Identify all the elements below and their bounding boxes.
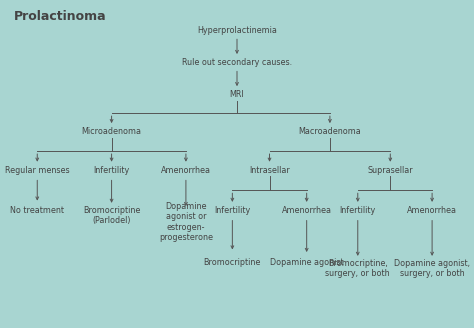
Text: Bromocriptine,
surgery, or both: Bromocriptine, surgery, or both (326, 259, 390, 278)
Text: Microadenoma: Microadenoma (82, 127, 142, 136)
Text: Rule out secondary causes.: Rule out secondary causes. (182, 58, 292, 67)
Text: Dopamine agonist: Dopamine agonist (270, 257, 344, 267)
Text: Infertility: Infertility (93, 166, 130, 175)
Text: Infertility: Infertility (214, 206, 250, 215)
Text: Amenorrhea: Amenorrhea (282, 206, 332, 215)
Text: Suprasellar: Suprasellar (367, 166, 413, 175)
Text: Intrasellar: Intrasellar (249, 166, 290, 175)
Text: Amenorrhea: Amenorrhea (161, 166, 211, 175)
Text: Prolactinoma: Prolactinoma (14, 10, 107, 23)
Text: Bromocriptine: Bromocriptine (204, 257, 261, 267)
Text: Infertility: Infertility (340, 206, 376, 215)
Text: No treatment: No treatment (10, 206, 64, 215)
Text: Dopamine agonist,
surgery, or both: Dopamine agonist, surgery, or both (394, 259, 470, 278)
Text: MRI: MRI (230, 91, 244, 99)
Text: Amenorrhea: Amenorrhea (407, 206, 457, 215)
Text: Hyperprolactinemia: Hyperprolactinemia (197, 26, 277, 35)
Text: Regular menses: Regular menses (5, 166, 70, 175)
Text: Dopamine
agonist or
estrogen-
progesterone: Dopamine agonist or estrogen- progestero… (159, 202, 213, 242)
Text: Macroadenoma: Macroadenoma (299, 127, 361, 136)
Text: Bromocriptine
(Parlodel): Bromocriptine (Parlodel) (83, 206, 140, 225)
